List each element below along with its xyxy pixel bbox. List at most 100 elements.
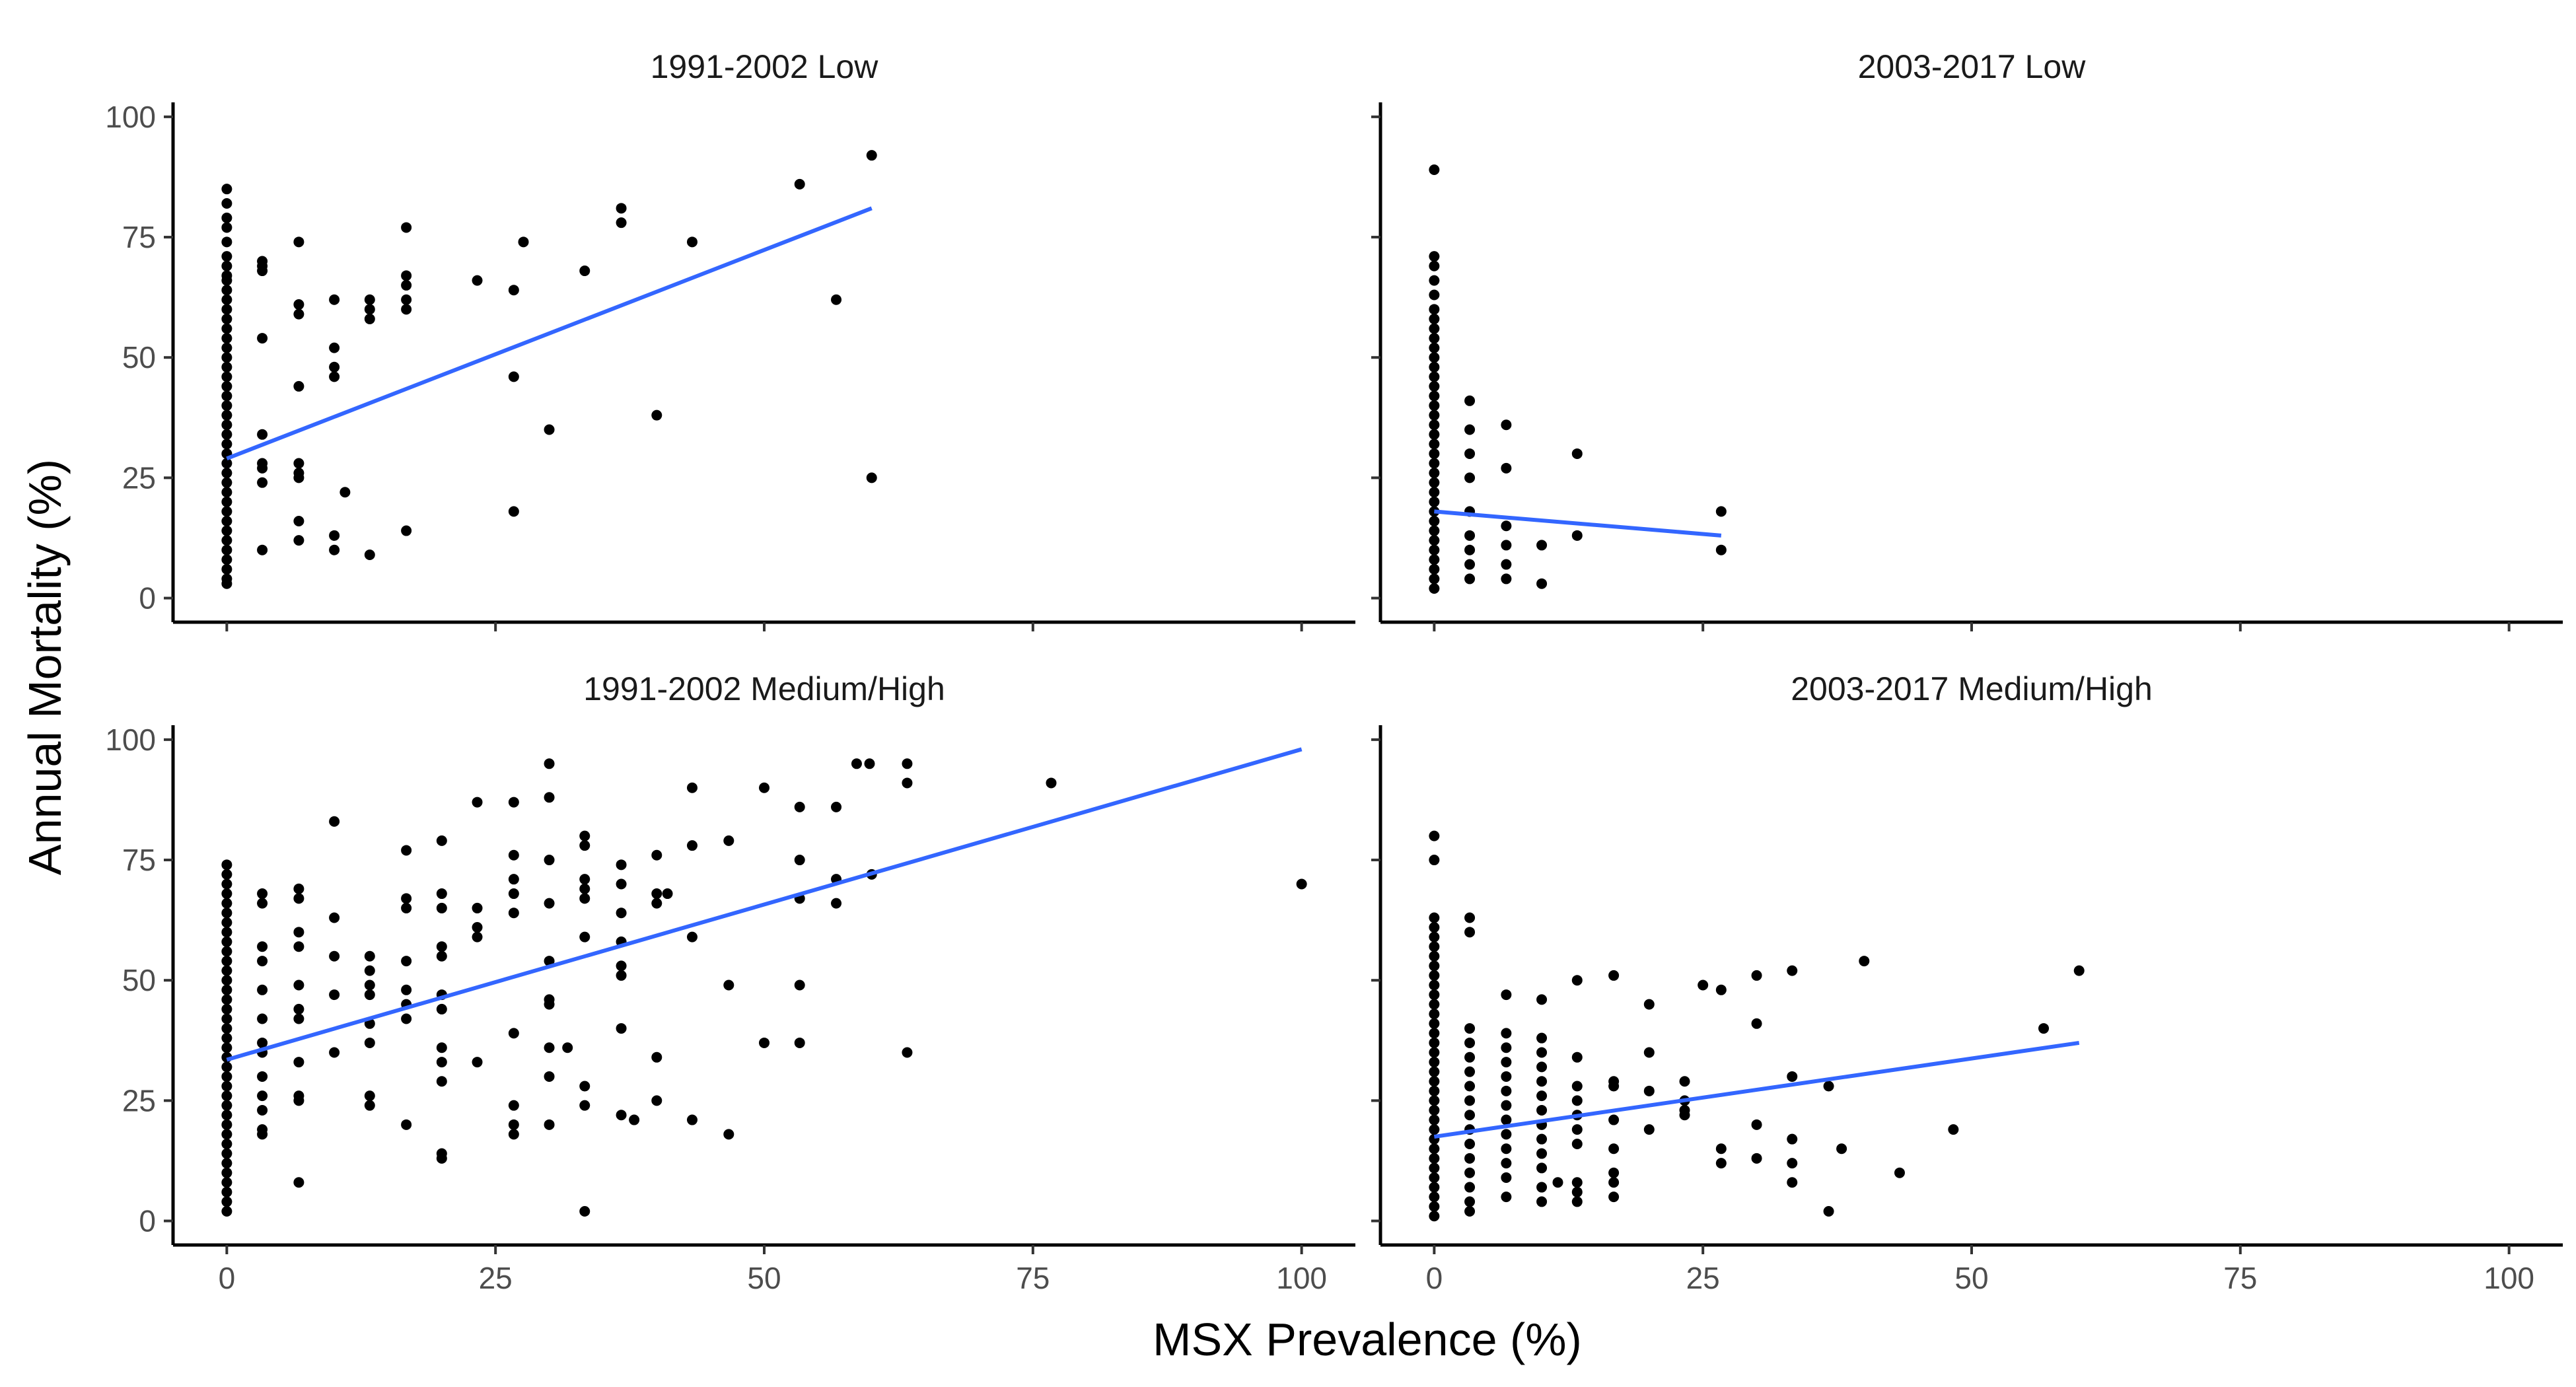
data-point (221, 1003, 233, 1014)
data-point (221, 409, 233, 421)
x-tick-label: 100 (2484, 1261, 2534, 1295)
data-point (851, 758, 862, 769)
data-point (221, 946, 233, 957)
data-point (1429, 361, 1440, 373)
data-point (616, 960, 627, 972)
data-point (221, 251, 233, 262)
data-point (364, 965, 375, 976)
data-point (1501, 1028, 1512, 1039)
data-point (221, 371, 233, 382)
data-point (1429, 1009, 1440, 1020)
x-tick-label: 100 (1276, 1261, 1327, 1295)
data-point (1429, 1066, 1440, 1077)
data-point (1608, 1167, 1620, 1178)
data-point (1894, 1167, 1905, 1178)
y-tick-label: 75 (122, 843, 156, 877)
data-point (221, 965, 233, 976)
data-point (1429, 477, 1440, 488)
data-point (401, 304, 412, 315)
data-point (221, 1042, 233, 1053)
data-point (1859, 956, 1870, 967)
data-point (329, 1047, 340, 1058)
data-point (436, 902, 447, 913)
data-point (329, 342, 340, 353)
panel-title-2003-2017-low: 2003-2017 Low (1858, 48, 2087, 85)
data-point (1464, 424, 1476, 435)
data-point (1464, 559, 1476, 570)
data-point (1536, 1090, 1548, 1102)
data-point (257, 1090, 268, 1102)
data-point (579, 1205, 590, 1217)
data-point (1464, 1153, 1476, 1164)
data-point (221, 400, 233, 411)
data-point (1429, 525, 1440, 536)
data-point (401, 984, 412, 995)
data-point (436, 1153, 447, 1164)
data-point (1464, 1095, 1476, 1106)
data-point (364, 1090, 375, 1102)
data-point (1501, 520, 1512, 532)
data-point (1501, 1071, 1512, 1082)
data-point (221, 544, 233, 555)
data-point (616, 1110, 627, 1121)
data-point (1948, 1124, 1959, 1135)
data-point (902, 777, 913, 789)
data-point (544, 1042, 555, 1053)
data-point (221, 869, 233, 880)
data-point (221, 907, 233, 919)
data-point (1429, 912, 1440, 923)
data-point (1552, 1177, 1563, 1188)
data-point (1464, 1081, 1476, 1092)
data-point (1751, 970, 1762, 981)
data-point (329, 950, 340, 962)
data-point (401, 525, 412, 536)
data-point (364, 549, 375, 560)
data-point (1536, 540, 1548, 551)
data-point (221, 1061, 233, 1073)
data-point (508, 1119, 519, 1130)
data-point (831, 898, 842, 909)
data-point (472, 931, 483, 942)
panel-title-1991-2002-medium-high: 1991-2002 Medium/High (583, 670, 945, 707)
data-point (1429, 1143, 1440, 1155)
data-point (1751, 1119, 1762, 1130)
regression-line (1433, 1040, 2080, 1139)
data-point (221, 515, 233, 526)
data-point (293, 535, 304, 546)
data-point (401, 902, 412, 913)
data-point (1429, 544, 1440, 555)
data-point (1429, 448, 1440, 459)
data-point (221, 984, 233, 995)
data-point (1464, 1182, 1476, 1193)
data-point (221, 439, 233, 450)
data-point (1715, 1158, 1727, 1169)
y-tick-label: 100 (105, 723, 156, 757)
data-point (1429, 380, 1440, 392)
data-point (257, 266, 268, 277)
data-point (1429, 960, 1440, 972)
data-point (1464, 448, 1476, 459)
data-point (1429, 409, 1440, 421)
y-tick-label: 0 (139, 581, 156, 616)
data-point (759, 782, 769, 793)
data-point (1501, 540, 1512, 551)
data-point (257, 1071, 268, 1082)
data-point (794, 979, 805, 991)
data-point (1571, 1051, 1583, 1063)
data-point (1501, 989, 1512, 1001)
data-point (508, 888, 519, 900)
data-point (544, 999, 555, 1010)
data-point (221, 1071, 233, 1082)
data-point (1643, 1124, 1655, 1135)
x-tick-label: 0 (219, 1261, 236, 1295)
data-point (221, 1186, 233, 1197)
data-point (1501, 1158, 1512, 1169)
data-point (1715, 506, 1727, 517)
data-point (1608, 1177, 1620, 1188)
regression-line (226, 206, 873, 461)
data-point (257, 1037, 268, 1048)
y-tick-label: 100 (105, 100, 156, 134)
data-point (401, 1119, 412, 1130)
panel-2003-2017-medium-high: 0 25 50 75 100 (1371, 725, 2563, 1295)
y-tick-label: 50 (122, 963, 156, 997)
